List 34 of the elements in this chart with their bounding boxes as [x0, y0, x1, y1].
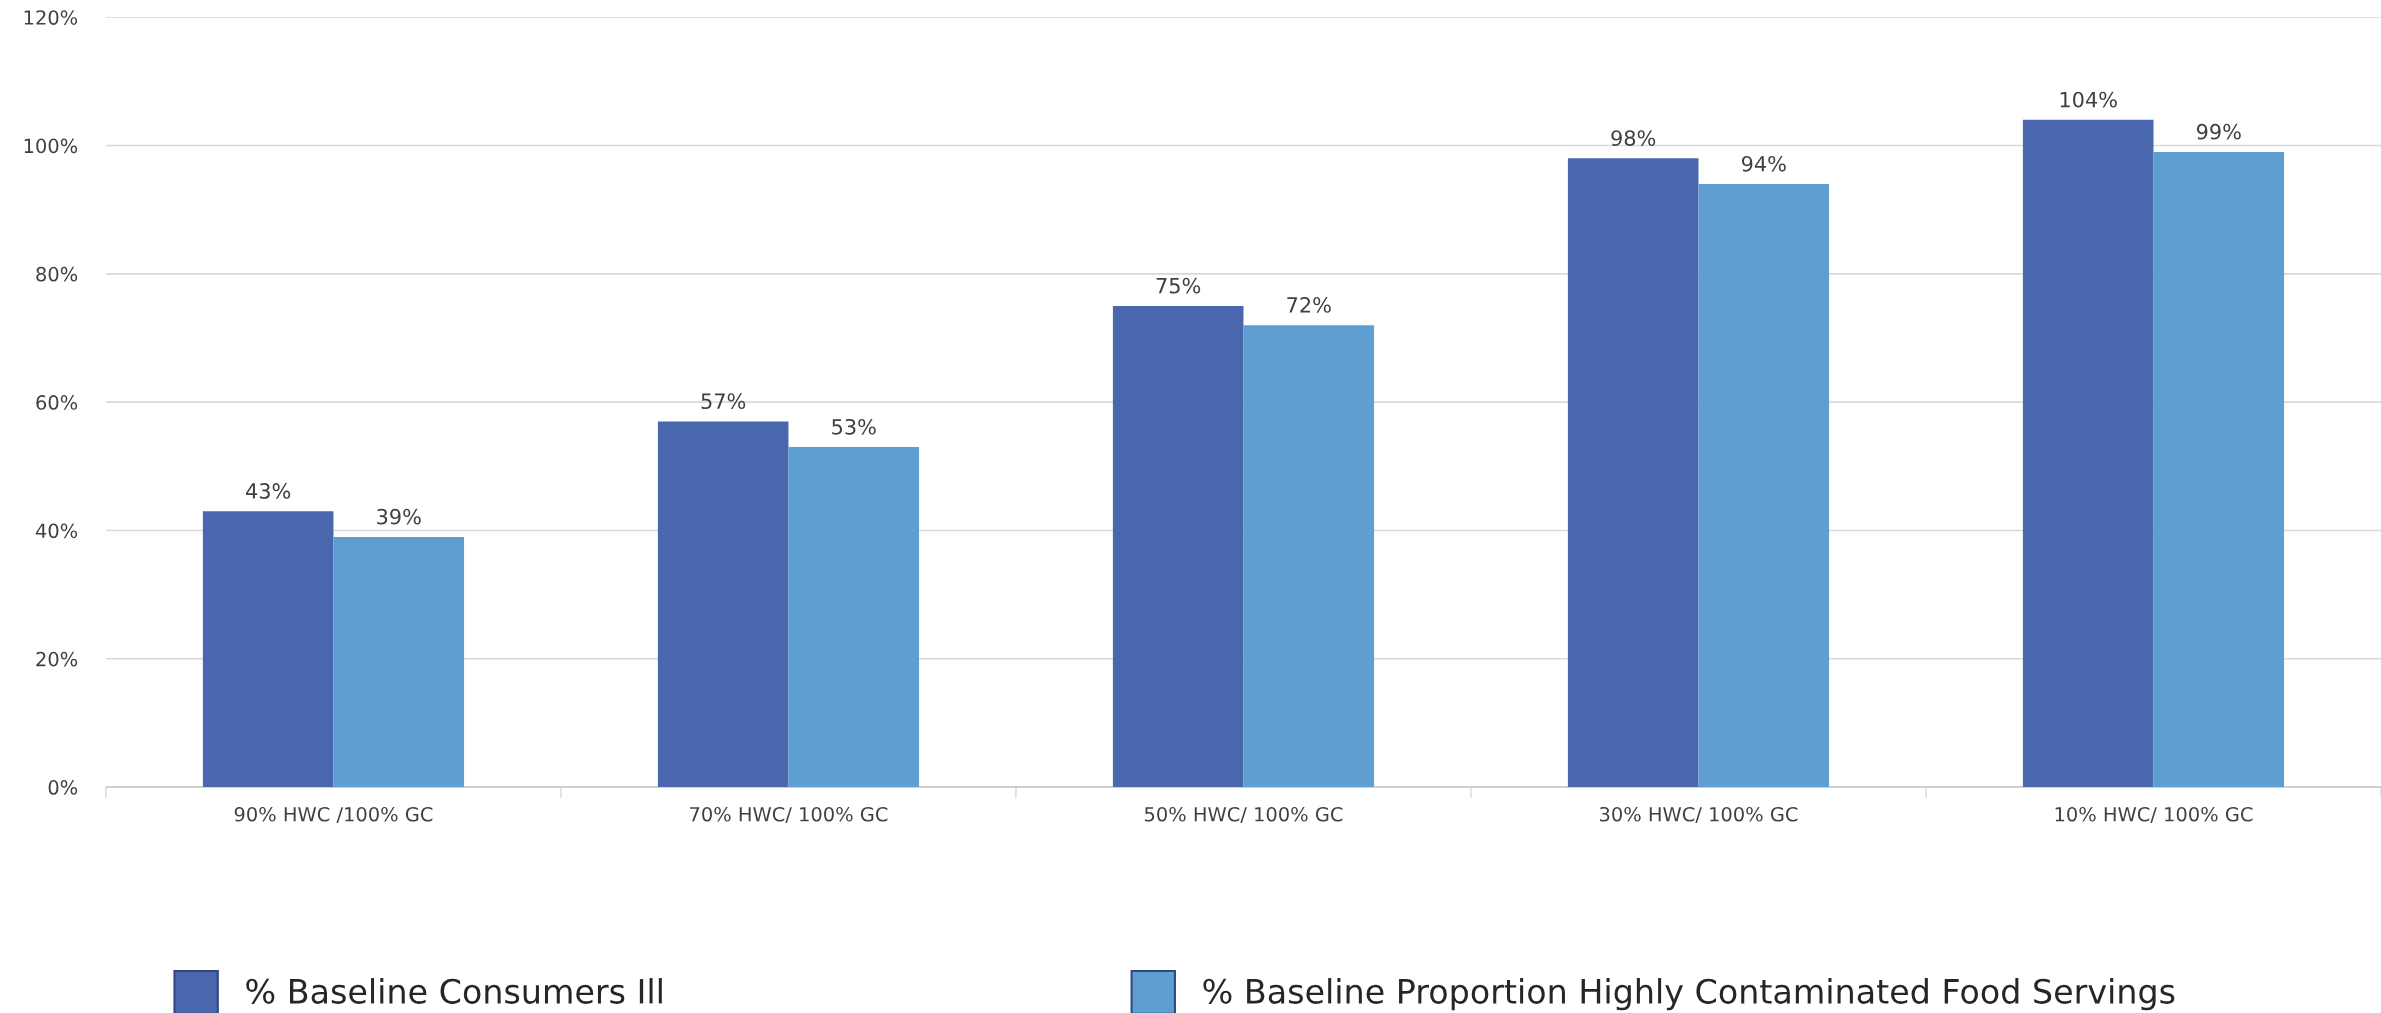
- bar: [788, 447, 920, 788]
- text: 39%: [377, 508, 421, 525]
- legend-label: % Baseline Consumers Ill: [246, 978, 662, 1004]
- legend-label: % Baseline Proportion Highly Contaminated Food Servings: [1203, 978, 2175, 1011]
- bar: [1567, 158, 1699, 788]
- x-tick-label: 10% HWC/ 100% GC: [2055, 806, 2253, 824]
- bar: [2153, 151, 2285, 788]
- text: 99%: [2196, 123, 2241, 140]
- bar: [2022, 119, 2154, 788]
- text: 104%: [2060, 91, 2117, 108]
- x-tick-label: 90% HWC /100% GC: [234, 806, 433, 824]
- text: 72%: [1287, 297, 1331, 313]
- text: 98%: [1611, 130, 1656, 146]
- text: 75%: [1156, 277, 1201, 294]
- text: 43%: [246, 483, 291, 499]
- y-tick-label: 20%: [36, 651, 78, 667]
- x-tick-label: 50% HWC/ 100% GC: [1144, 806, 1343, 824]
- bar: [333, 536, 465, 788]
- y-tick-label: 80%: [36, 266, 78, 282]
- bar: [657, 421, 789, 788]
- bar: [1112, 305, 1244, 788]
- text: 57%: [701, 393, 746, 410]
- y-tick-label: 100%: [24, 138, 78, 154]
- x-tick-label: 30% HWC/ 100% GC: [1599, 806, 1798, 824]
- x-tick-label: 70% HWC/ 100% GC: [690, 806, 888, 824]
- text: 53%: [832, 418, 876, 435]
- text: 94%: [1741, 155, 1786, 172]
- y-tick-label: 60%: [36, 395, 78, 410]
- bar: [202, 511, 334, 788]
- y-tick-label: 0%: [48, 780, 78, 795]
- bar: [1243, 325, 1375, 788]
- y-tick-label: 120%: [24, 10, 78, 25]
- bar: [1698, 184, 1830, 788]
- y-tick-label: 40%: [35, 523, 78, 539]
